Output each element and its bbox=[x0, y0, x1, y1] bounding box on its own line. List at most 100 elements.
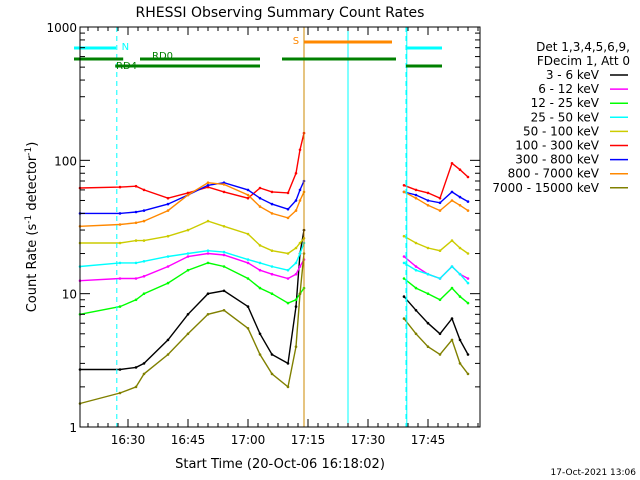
series-point-4 bbox=[466, 252, 470, 255]
series-point-0 bbox=[450, 317, 454, 320]
series-point-3 bbox=[246, 258, 250, 261]
series-point-0 bbox=[134, 366, 138, 369]
x-tick-label-4: 17:30 bbox=[351, 433, 386, 447]
series-point-5 bbox=[438, 196, 442, 200]
series-point-8 bbox=[258, 353, 262, 356]
series-point-6 bbox=[166, 202, 170, 206]
x-axis-label: Start Time (20-Oct-06 16:18:02) bbox=[175, 457, 385, 472]
series-point-7 bbox=[438, 209, 442, 212]
series-point-6 bbox=[458, 195, 462, 199]
series-point-2 bbox=[186, 268, 190, 272]
series-point-4 bbox=[222, 225, 226, 228]
series-point-6 bbox=[258, 196, 262, 200]
flag-label-2: RD0 bbox=[152, 51, 173, 62]
series-point-5 bbox=[298, 148, 302, 152]
series-point-3 bbox=[258, 261, 262, 265]
series-point-1 bbox=[402, 255, 406, 258]
legend-label-5: 100 - 300 keV bbox=[515, 139, 599, 153]
y-axis-label-main: Count Rate (s bbox=[25, 224, 40, 313]
series-point-7 bbox=[298, 199, 302, 202]
series-point-8 bbox=[402, 317, 406, 320]
series-point-8 bbox=[246, 327, 250, 330]
series-point-1 bbox=[294, 272, 298, 276]
series-point-8 bbox=[294, 345, 298, 349]
series-point-2 bbox=[466, 301, 470, 305]
series-point-4 bbox=[186, 228, 190, 232]
series-point-2 bbox=[246, 277, 250, 280]
series-point-8 bbox=[118, 391, 122, 395]
series-point-1 bbox=[286, 277, 290, 280]
series-point-7 bbox=[286, 216, 290, 220]
series-point-2 bbox=[426, 292, 430, 296]
series-point-6 bbox=[118, 212, 122, 215]
series-point-7 bbox=[426, 204, 430, 207]
series-point-4 bbox=[142, 239, 146, 242]
series-point-2 bbox=[166, 281, 170, 285]
series-point-2 bbox=[206, 261, 210, 265]
series-point-7 bbox=[414, 196, 418, 200]
legend-label-7: 800 - 7000 keV bbox=[508, 167, 600, 181]
series-point-2 bbox=[286, 301, 290, 305]
series-point-1 bbox=[118, 277, 122, 280]
series-point-0 bbox=[206, 292, 210, 296]
series-point-6 bbox=[246, 188, 250, 192]
series-point-5 bbox=[286, 191, 290, 195]
series-point-5 bbox=[458, 168, 462, 171]
series-point-6 bbox=[450, 190, 454, 194]
series-point-6 bbox=[286, 207, 290, 211]
series-point-2 bbox=[118, 305, 122, 308]
series-point-5 bbox=[246, 196, 250, 200]
series-point-4 bbox=[118, 241, 122, 245]
series-point-0 bbox=[294, 305, 298, 308]
series-point-3 bbox=[298, 252, 302, 255]
series-point-4 bbox=[286, 252, 290, 255]
series-point-0 bbox=[246, 305, 250, 308]
series-point-5 bbox=[222, 190, 226, 194]
series-point-3 bbox=[438, 277, 442, 280]
series-point-3 bbox=[222, 250, 226, 254]
legend-label-3: 25 - 50 keV bbox=[531, 110, 600, 124]
series-point-7 bbox=[458, 204, 462, 207]
series-point-5 bbox=[294, 172, 298, 175]
series-point-5 bbox=[258, 186, 262, 190]
series-point-7 bbox=[270, 212, 274, 215]
y-tick-label-2: 100 bbox=[54, 154, 77, 168]
series-point-7 bbox=[206, 181, 210, 184]
series-point-7 bbox=[222, 183, 226, 186]
series-point-0 bbox=[402, 295, 406, 298]
series-point-2 bbox=[458, 295, 462, 298]
series-point-3 bbox=[142, 260, 146, 263]
series-point-0 bbox=[142, 362, 146, 365]
series-point-8 bbox=[166, 353, 170, 356]
series-point-0 bbox=[458, 338, 462, 342]
series-point-5 bbox=[450, 162, 454, 165]
y-axis-label-end: ) bbox=[25, 142, 40, 147]
series-point-8 bbox=[286, 385, 290, 389]
series-point-2 bbox=[258, 286, 262, 290]
series-point-8 bbox=[414, 332, 418, 336]
series-point-3 bbox=[450, 265, 454, 268]
y-tick-label-1: 10 bbox=[62, 288, 77, 302]
legend: Det 1,3,4,5,6,9, FDecim 1, Att 0 3 - 6 k… bbox=[492, 40, 630, 195]
series-point-7 bbox=[294, 209, 298, 212]
series-point-5 bbox=[426, 191, 430, 195]
series-point-2 bbox=[142, 292, 146, 296]
series-point-4 bbox=[166, 234, 170, 238]
flag-label-1: S bbox=[293, 36, 299, 47]
series-point-6 bbox=[298, 188, 302, 192]
series-point-2 bbox=[402, 277, 406, 280]
series-point-8 bbox=[186, 332, 190, 336]
series-point-3 bbox=[466, 281, 470, 285]
series-point-5 bbox=[206, 185, 210, 189]
series-point-4 bbox=[258, 244, 262, 247]
series-line-5 bbox=[79, 132, 469, 200]
flag-label-3: RD4 bbox=[116, 61, 137, 72]
series-line-3 bbox=[79, 242, 469, 284]
footer-timestamp: 17-Oct-2021 13:06 bbox=[551, 468, 637, 478]
y-axis-label-sup1: -1 bbox=[24, 215, 34, 224]
series-point-8 bbox=[458, 362, 462, 365]
series-point-5 bbox=[134, 184, 138, 188]
flag-label-0: N bbox=[122, 42, 129, 53]
series-point-8 bbox=[426, 345, 430, 349]
